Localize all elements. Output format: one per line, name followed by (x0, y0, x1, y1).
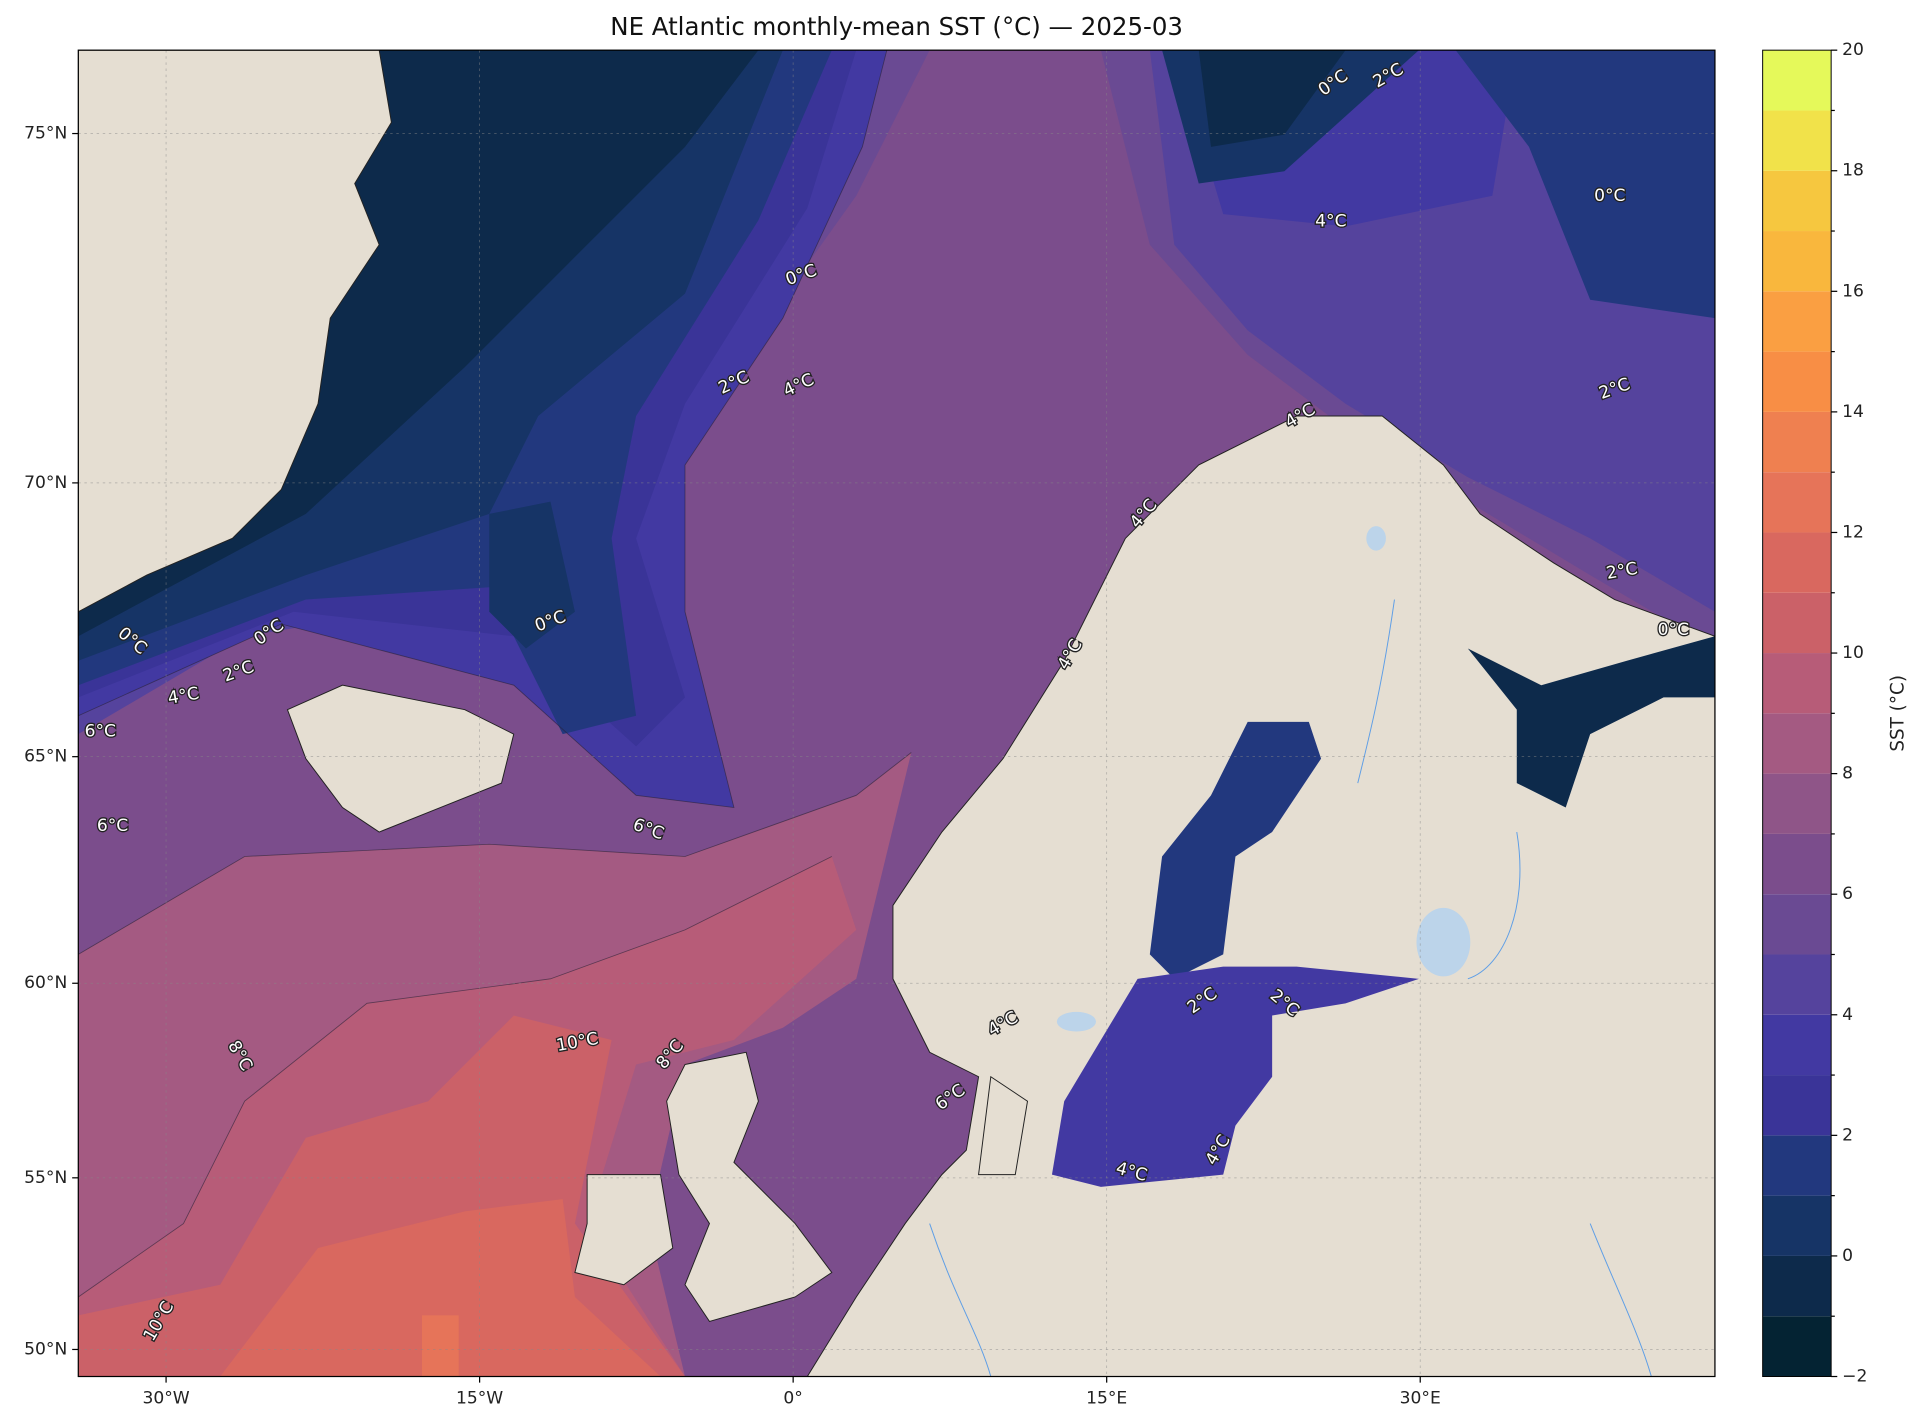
gridlines (78, 50, 1715, 1377)
colorbar-band (1762, 532, 1832, 593)
lon-tick-label: 0° (783, 1389, 802, 1409)
contour-label: 6°C (97, 816, 128, 836)
lake (1056, 1011, 1096, 1032)
ireland (574, 1174, 674, 1286)
denmark (978, 1075, 1029, 1176)
lon-tick-label: 15°E (1086, 1389, 1127, 1409)
colorbar-band (1762, 351, 1832, 412)
contour-label: 0°C (1658, 620, 1689, 640)
contour-label: 6°C (85, 722, 116, 742)
colorbar-tick-label: 20 (1842, 40, 1864, 60)
sst-field (422, 1315, 459, 1377)
colorbar-tick-label: 18 (1842, 161, 1864, 181)
lat-tick-label: 60°N (24, 973, 67, 993)
colorbar-tick-label: 4 (1842, 1005, 1853, 1025)
gulf-of-bothnia (1149, 721, 1322, 979)
colorbar-band (1762, 773, 1832, 834)
lat-tick-label: 50°N (24, 1339, 67, 1359)
sst-field (1198, 50, 1346, 147)
colorbar-band (1762, 1316, 1832, 1377)
sst-field (220, 1199, 661, 1377)
colorbar-tick-label: 0 (1842, 1246, 1853, 1266)
colorbar-tick-label: 10 (1842, 643, 1864, 663)
colorbar-band (1762, 713, 1832, 774)
colorbar-band (1762, 1195, 1832, 1256)
colorbar-band (1762, 1135, 1832, 1196)
colorbar-band (1762, 592, 1832, 654)
colorbar-band (1762, 833, 1832, 895)
lat-tick-label: 70°N (24, 473, 67, 493)
lat-tick-label: 75°N (24, 124, 67, 144)
lat-tick-label: 65°N (24, 747, 67, 767)
colorbar-band (1762, 653, 1832, 714)
contour-label: 0°C (1594, 186, 1625, 206)
colorbar-band (1762, 1014, 1832, 1076)
lon-tick-label: 15°W (456, 1389, 503, 1409)
chart-title: NE Atlantic monthly-mean SST (°C) — 2025… (610, 12, 1183, 41)
colorbar-band (1762, 894, 1832, 955)
colorbar-band (1762, 472, 1832, 533)
sst-field (489, 501, 575, 649)
contour-label: 4°C (1315, 211, 1346, 231)
greenland (78, 50, 392, 613)
colorbar-tick-label: 16 (1842, 281, 1864, 301)
colorbar-band (1762, 411, 1832, 473)
white-sea (1467, 636, 1715, 808)
sst-field (1455, 50, 1715, 319)
colorbar-tick-label: −2 (1842, 1367, 1867, 1387)
colorbar-tick-label: 8 (1842, 764, 1853, 784)
colorbar-band (1762, 170, 1832, 232)
lat-tick-label: 55°N (24, 1168, 67, 1188)
colorbar-tick-label: 14 (1842, 402, 1864, 422)
colorbar: −2 0 2 4 6 8 10 12 14 16 18 20 (1762, 40, 1867, 1387)
colorbar-band (1762, 954, 1832, 1015)
colorbar-label: SST (°C) (1887, 675, 1908, 752)
isotherm (78, 50, 888, 809)
iceland (286, 684, 515, 833)
colorbar-tick-label: 2 (1842, 1125, 1853, 1145)
lake (1416, 907, 1471, 977)
map: 0°C 2°C 4°C 0°C 0°C 2°C 4°C 0°C 2°C 4°C … (78, 50, 1715, 1377)
europe (806, 415, 1715, 1377)
colorbar-tick-label: 12 (1842, 522, 1864, 542)
britain (666, 1051, 833, 1323)
lake (1366, 526, 1386, 551)
map-frame (77, 49, 1716, 1378)
colorbar-band (1762, 50, 1832, 111)
colorbar-band (1762, 1075, 1832, 1136)
isotherm (78, 752, 912, 955)
colorbar-band (1762, 231, 1832, 292)
lon-tick-label: 30°W (142, 1389, 189, 1409)
baltic-sea (1051, 966, 1419, 1187)
colorbar-band (1762, 291, 1832, 352)
lon-tick-label: 30°E (1400, 1389, 1441, 1409)
colorbar-band (1762, 1255, 1832, 1317)
colorbar-tick-label: 6 (1842, 884, 1853, 904)
isotherm (78, 856, 832, 1298)
river (929, 599, 1652, 1377)
colorbar-band (1762, 110, 1832, 171)
